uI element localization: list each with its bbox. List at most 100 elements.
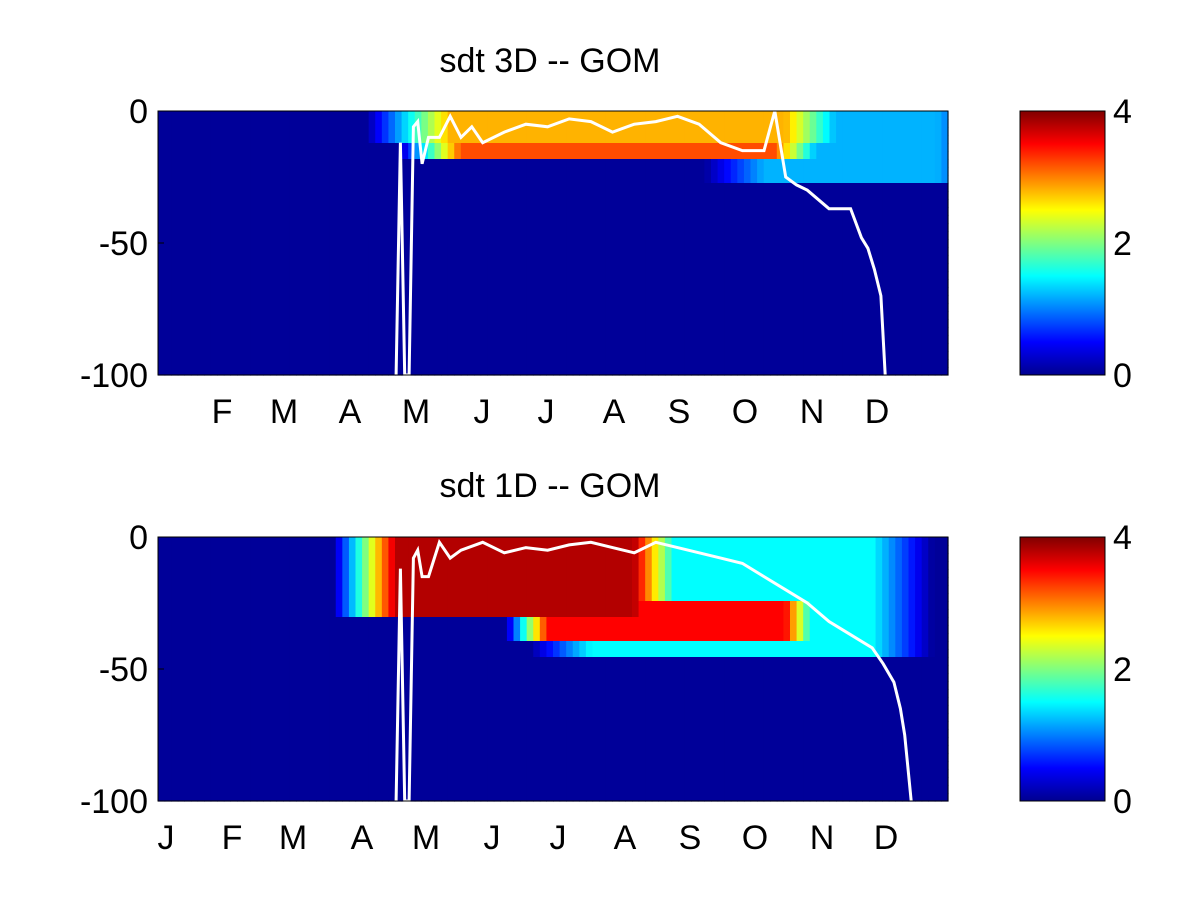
heatmap-cell [711,167,719,176]
heatmap-cell [329,199,337,208]
heatmap-cell [783,247,791,256]
heatmap-cell [539,111,548,120]
heatmap-cell [388,167,396,176]
heatmap-cell [500,553,508,562]
heatmap-cell [809,303,817,312]
heatmap-cell [743,359,752,368]
heatmap-cell [158,561,166,570]
heatmap-cell [335,119,343,128]
heatmap-cell [803,311,811,320]
heatmap-cell [329,561,337,570]
heatmap-cell [276,231,284,240]
heatmap-cell [460,561,469,570]
heatmap-cell [243,569,251,578]
heatmap-cell [408,335,416,344]
heatmap-cell [763,343,771,352]
heatmap-cell [289,545,297,554]
heatmap-cell [592,577,600,586]
heatmap-cell [941,215,949,224]
heatmap-cell [414,319,422,328]
heatmap-cell [217,577,225,586]
heatmap-cell [243,151,251,160]
heatmap-cell [572,215,580,224]
heatmap-cell [829,569,837,578]
heatmap-cell [190,343,199,352]
heatmap-cell [269,111,278,120]
heatmap-cell [539,239,548,248]
heatmap-cell [901,343,910,352]
heatmap-cell [335,367,343,376]
heatmap-cell [204,537,212,546]
heatmap-cell [408,537,416,546]
heatmap-cell [309,561,317,570]
heatmap-cell [697,255,706,264]
heatmap-cell [204,359,212,368]
heatmap-cell [553,159,561,168]
heatmap-cell [401,279,409,288]
heatmap-cell [763,191,771,200]
heatmap-cell [223,279,232,288]
heatmap-cell [605,167,613,176]
heatmap-cell [618,215,627,224]
heatmap-cell [441,561,449,570]
heatmap-cell [829,111,837,120]
heatmap-cell [730,223,738,232]
heatmap-cell [592,159,600,168]
heatmap-cell [204,111,212,120]
heatmap-cell [625,537,633,546]
heatmap-cell [572,239,580,248]
heatmap-cell [592,207,600,216]
heatmap-cell [480,143,488,152]
heatmap-cell [572,111,580,120]
heatmap-cell [487,263,495,272]
heatmap-cell [664,593,673,602]
heatmap-cell [809,159,817,168]
heatmap-cell [309,271,317,280]
heatmap-cell [678,215,686,224]
heatmap-cell [289,119,297,128]
heatmap-cell [237,303,245,312]
heatmap-cell [381,143,390,152]
heatmap-cell [862,569,870,578]
heatmap-cell [842,343,850,352]
heatmap-cell [770,159,778,168]
heatmap-cell [539,215,548,224]
heatmap-cell [618,351,627,360]
heatmap-cell [230,367,238,376]
heatmap-cell [579,335,587,344]
heatmap-cell [612,175,620,184]
heatmap-cell [829,553,837,562]
heatmap-cell [697,279,706,288]
heatmap-cell [513,247,521,256]
heatmap-cell [941,255,949,264]
heatmap-cell [230,231,238,240]
heatmap-cell [520,143,528,152]
heatmap-cell [289,207,297,216]
heatmap-cell [526,239,534,248]
heatmap-cell [533,327,541,336]
heatmap-cell [572,271,580,280]
heatmap-cell [230,303,238,312]
heatmap-cell [664,255,673,264]
heatmap-cell [750,537,758,546]
heatmap-cell [454,545,462,554]
heatmap-cell [256,127,264,136]
heatmap-cell [704,135,712,144]
heatmap-cell [901,327,910,336]
heatmap-cell [513,561,521,570]
heatmap-cell [651,311,659,320]
heatmap-cell [704,319,712,328]
heatmap-cell [164,351,172,360]
heatmap-cell [184,119,192,128]
heatmap-cell [158,553,166,562]
heatmap-cell [474,561,482,570]
heatmap-cell [803,199,811,208]
heatmap-cell [184,545,192,554]
heatmap-cell [296,199,304,208]
heatmap-cell [605,585,613,594]
heatmap-cell [559,545,567,554]
heatmap-cell [553,199,561,208]
heatmap-cell [605,359,613,368]
heatmap-cell [256,135,264,144]
heatmap-cell [362,311,370,320]
